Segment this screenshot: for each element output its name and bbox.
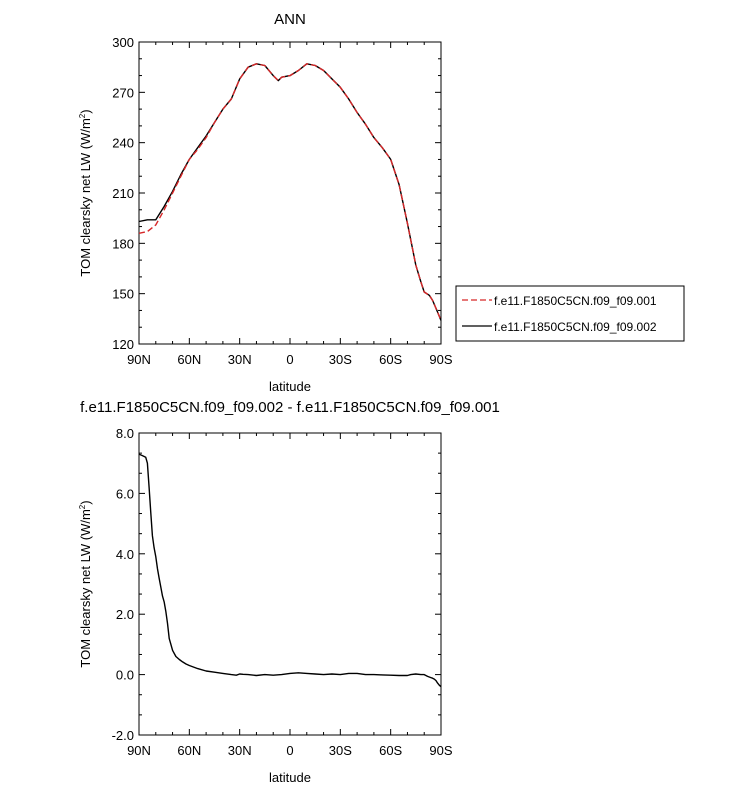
top-series-line-1 [138,63,442,321]
bottom-y-tick-label: 6.0 [116,486,134,501]
top-x-tick-label: 0 [286,352,293,367]
top-x-tick-label: 30N [228,352,252,367]
top-x-tick-label: 60S [379,352,402,367]
bottom-x-tick-label: 60S [379,743,402,758]
bottom-chart-title: f.e11.F1850C5CN.f09_f09.002 - f.e11.F185… [80,399,500,416]
bottom-y-axis-label-main: TOM clearsky net LW (W/m [78,509,93,667]
bottom-y-tick-label: 8.0 [116,426,134,441]
bottom-y-tick-label: 4.0 [116,547,134,562]
legend: f.e11.F1850C5CN.f09_f09.001 f.e11.F1850C… [455,285,685,342]
bottom-plot-frame [138,432,442,736]
bottom-x-tick-label: 30S [329,743,352,758]
legend-box [455,285,685,342]
bottom-y-axis-label: TOM clearsky net LW (W/m2) [78,500,93,667]
bottom-y-axis-label-sup: 2 [78,504,87,509]
top-x-axis-label: latitude [269,379,311,394]
legend-label-series-001: f.e11.F1850C5CN.f09_f09.001 [494,294,657,308]
bottom-y-ticks: -2.0 0.0 2.0 4.0 6.0 8.0 [112,426,441,743]
bottom-x-ticks: 90N 60N 30N 0 30S 60S 90S [127,433,453,758]
top-x-tick-label: 90S [429,352,452,367]
top-x-tick-label: 90N [127,352,151,367]
top-x-tick-label: 30S [329,352,352,367]
top-y-tick-label: 300 [112,35,134,50]
top-y-tick-label: 180 [112,236,134,251]
top-y-tick-label: 270 [112,85,134,100]
bottom-series-line-1 [138,453,442,688]
top-x-ticks: 90N 60N 30N 0 30S 60S 90S [127,42,453,367]
bottom-x-tick-label: 90S [429,743,452,758]
bottom-series-lines [138,453,442,688]
top-x-tick-label: 60N [177,352,201,367]
top-y-tick-label: 240 [112,136,134,151]
top-y-axis-label: TOM clearsky net LW (W/m2) [78,109,93,276]
top-chart-title: ANN [274,11,306,28]
top-y-tick-label: 210 [112,186,134,201]
top-y-axis-label-sup: 2 [78,113,87,118]
top-series-line-2 [138,63,442,321]
top-panel: ANN 120 150 180 210 240 270 300 90N 60N 30N 0 30S 6… [78,11,685,394]
top-y-tick-label: 150 [112,287,134,302]
bottom-y-tick-label: -2.0 [112,728,134,743]
bottom-x-tick-label: 90N [127,743,151,758]
bottom-y-tick-label: 0.0 [116,668,134,683]
top-series-lines [138,63,442,321]
top-y-ticks: 120 150 180 210 240 270 300 [112,35,441,352]
legend-label-series-002: f.e11.F1850C5CN.f09_f09.002 [494,320,657,334]
bottom-x-axis-label: latitude [269,770,311,785]
bottom-x-tick-label: 60N [177,743,201,758]
bottom-panel: f.e11.F1850C5CN.f09_f09.002 - f.e11.F185… [78,399,500,785]
top-y-axis-label-main: TOM clearsky net LW (W/m [78,118,93,276]
top-plot-frame [138,41,442,345]
top-y-axis-label-end: ) [78,109,93,113]
bottom-y-tick-label: 2.0 [116,607,134,622]
bottom-x-tick-label: 0 [286,743,293,758]
bottom-y-axis-label-end: ) [78,500,93,504]
bottom-x-tick-label: 30N [228,743,252,758]
top-y-tick-label: 120 [112,337,134,352]
